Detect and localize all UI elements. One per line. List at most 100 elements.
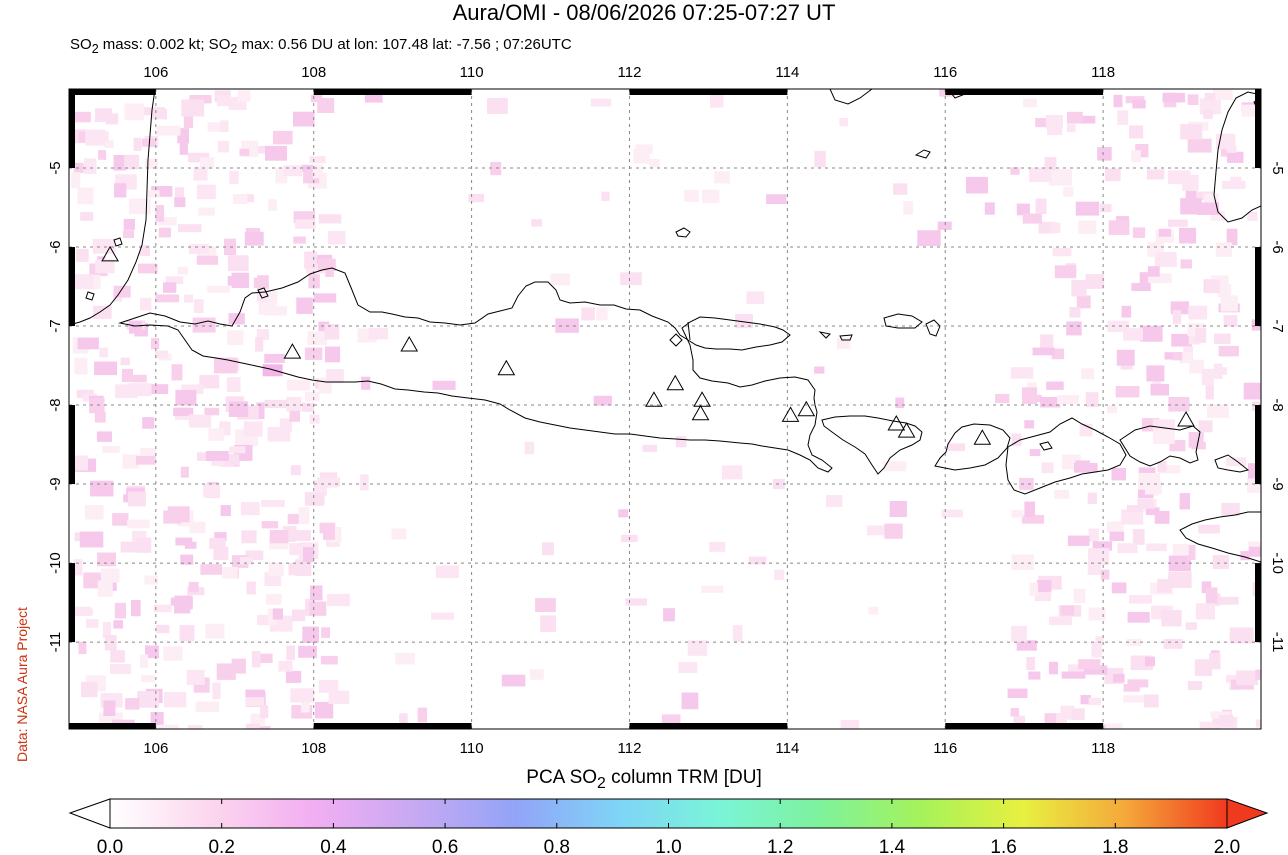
latitude-tick-label: -8 — [47, 398, 64, 411]
so2-pixel — [326, 539, 340, 547]
frame-bar — [629, 723, 788, 729]
so2-pixel — [661, 714, 681, 726]
so2-pixel — [1049, 616, 1072, 626]
so2-pixel — [1226, 145, 1237, 153]
longitude-tick-label: 110 — [460, 740, 484, 757]
so2-pixel — [259, 705, 269, 719]
so2-pixel — [1218, 345, 1239, 357]
so2-pixel — [177, 266, 188, 275]
so2-pixel — [122, 454, 140, 469]
so2-pixel — [1199, 721, 1222, 729]
so2-pixel — [181, 384, 204, 395]
so2-pixel — [1067, 111, 1083, 124]
so2-pixel — [136, 456, 156, 465]
so2-pixel — [89, 397, 105, 414]
so2-pixel — [268, 562, 284, 576]
so2-pixel — [1243, 382, 1261, 400]
frame-bar — [1255, 89, 1261, 169]
so2-pixel — [86, 619, 99, 628]
latitude-tick-label: -7 — [1269, 319, 1286, 332]
so2-pixel — [1068, 664, 1090, 675]
so2-pixel — [746, 291, 765, 305]
so2-pixel — [164, 692, 187, 708]
so2-pixel — [227, 255, 249, 272]
graticule — [69, 89, 1261, 729]
so2-pixel — [995, 393, 1010, 404]
so2-pixel — [309, 601, 327, 616]
so2-pixel — [72, 608, 93, 616]
so2-pixel — [130, 600, 141, 617]
so2-pixel — [1180, 124, 1203, 140]
so2-pixel — [216, 663, 236, 680]
so2-pixel — [1139, 272, 1149, 284]
so2-pixel — [535, 598, 556, 612]
so2-pixel — [1154, 510, 1170, 524]
so2-pixel — [1185, 622, 1197, 630]
so2-pixel — [239, 556, 253, 565]
so2-pixel — [302, 402, 314, 412]
volcano-marker — [897, 422, 916, 438]
so2-pixel — [205, 451, 229, 461]
so2-pixel — [1076, 295, 1091, 309]
so2-pixel — [1076, 115, 1096, 124]
so2-pixel — [883, 461, 907, 472]
so2-pixel — [187, 725, 203, 729]
so2-pixel — [814, 150, 826, 168]
so2-pixel — [99, 347, 109, 358]
so2-pixel — [1024, 501, 1035, 518]
so2-pixel — [196, 184, 216, 200]
so2-pixel — [1139, 325, 1163, 342]
so2-pixel — [1213, 363, 1223, 379]
so2-pixel — [868, 606, 879, 615]
so2-pixel — [256, 402, 265, 419]
so2-pixel — [1040, 396, 1061, 408]
so2-pixel — [286, 396, 302, 412]
volcano-marker — [797, 400, 816, 417]
so2-pixel — [268, 608, 277, 625]
so2-pixel — [814, 366, 825, 374]
latitude-tick-label: -11 — [47, 632, 64, 653]
so2-pixel — [186, 669, 205, 685]
so2-pixel — [321, 627, 330, 638]
so2-pixel — [1199, 98, 1221, 115]
so2-pixel — [1029, 167, 1052, 183]
so2-pixel — [889, 501, 907, 518]
so2-pixel — [129, 321, 142, 334]
so2-pixel — [203, 484, 221, 498]
so2-pixel — [1106, 521, 1124, 533]
so2-pixel — [257, 614, 272, 626]
longitude-tick-label: 108 — [301, 740, 326, 757]
so2-pixel — [180, 554, 194, 565]
so2-pixel — [264, 306, 287, 316]
so2-pixel — [156, 624, 170, 634]
so2-pixel — [1188, 329, 1201, 345]
frame-bar — [69, 405, 75, 485]
latitude-tick-label: -10 — [47, 552, 64, 574]
small-island-8 — [85, 291, 95, 301]
so2-pixel — [318, 214, 342, 224]
so2-pixel — [1168, 571, 1192, 588]
so2-pixel — [163, 646, 183, 661]
frame-bar — [945, 89, 1104, 95]
volcano-marker — [645, 391, 663, 407]
so2-pixel — [275, 167, 288, 184]
so2-pixel — [678, 662, 698, 673]
so2-pixel — [73, 111, 91, 123]
so2-pixel — [1111, 467, 1126, 481]
so2-pixel — [265, 593, 282, 605]
so2-pixel — [220, 120, 229, 133]
latitude-tick-label: -6 — [47, 240, 64, 253]
so2-pixel — [1040, 334, 1054, 350]
so2-pixel — [113, 285, 131, 298]
so2-pixel — [1256, 719, 1261, 728]
volcano-marker — [887, 415, 906, 431]
so2-pixel — [312, 164, 323, 179]
sumatra-coastline — [69, 89, 156, 326]
frame-bar — [629, 89, 788, 95]
so2-pixel — [226, 377, 241, 392]
so2-pixel — [1214, 596, 1239, 605]
so2-pixel — [1109, 531, 1125, 542]
so2-pixel — [1172, 543, 1189, 556]
so2-pixel — [1091, 642, 1102, 658]
so2-pixel — [138, 263, 158, 274]
